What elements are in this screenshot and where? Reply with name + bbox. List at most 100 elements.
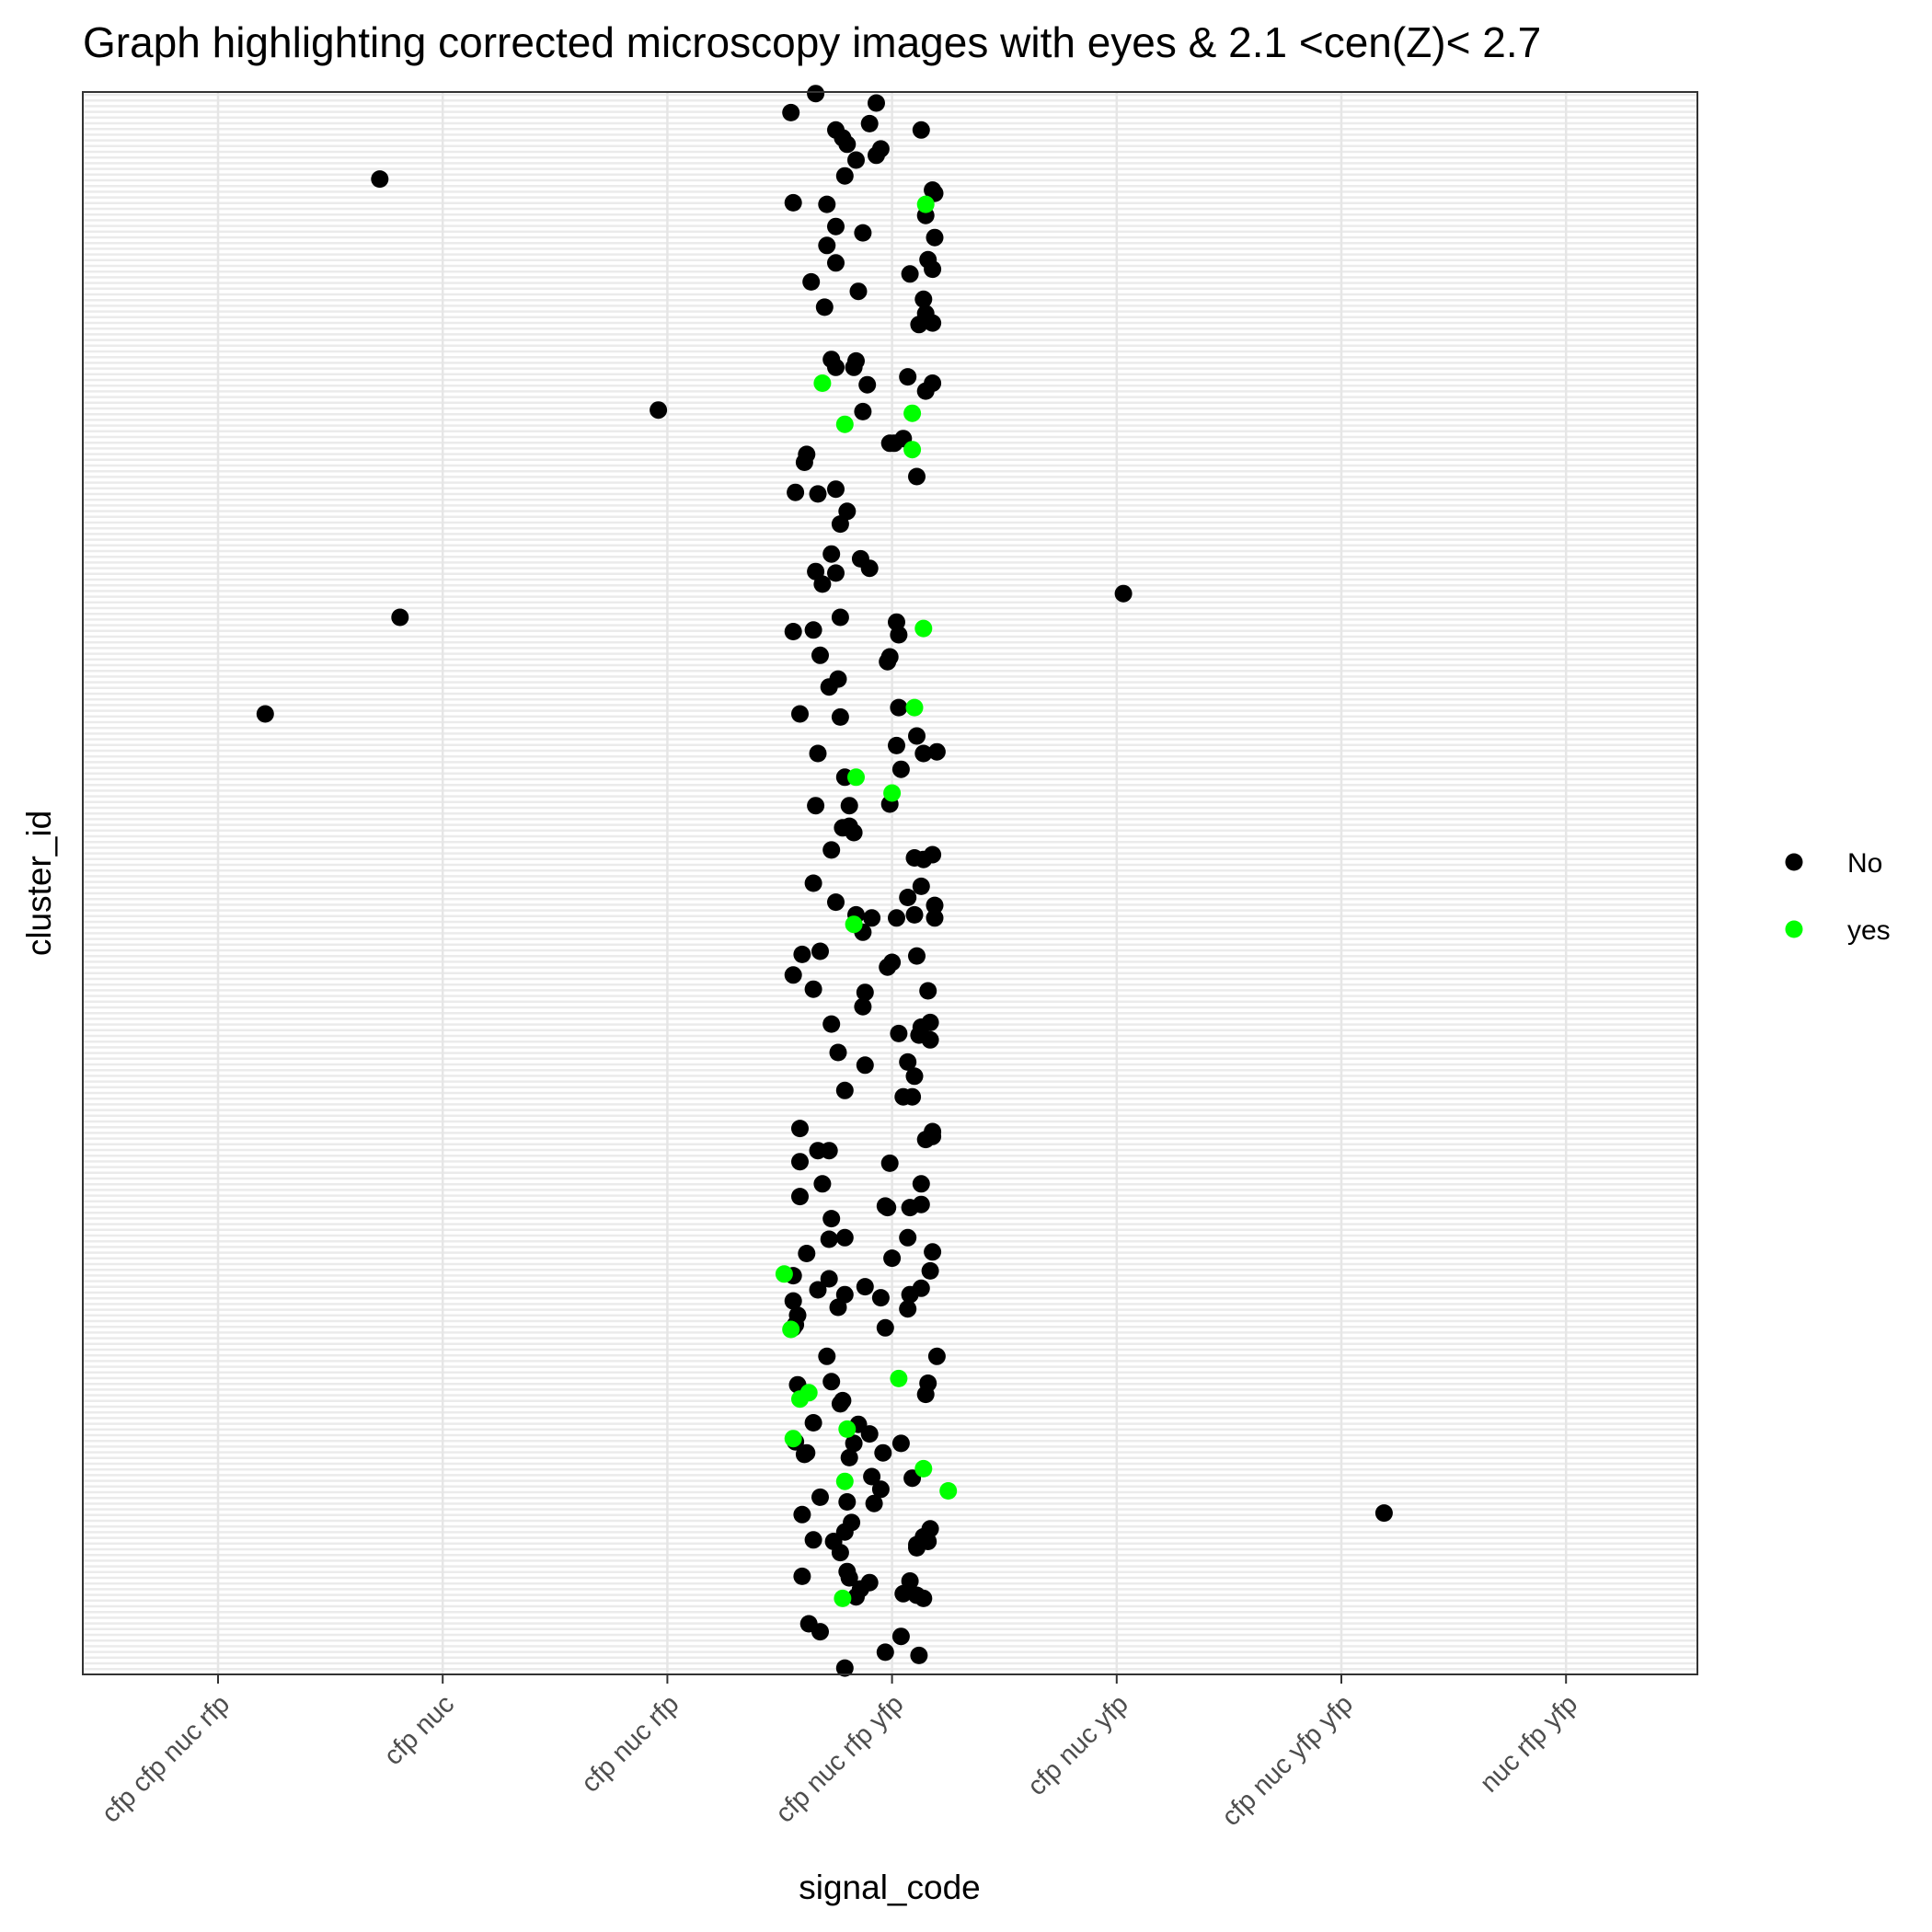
x-tick-label: cfp nuc rfp [576, 1689, 684, 1798]
point-no [926, 228, 944, 247]
point-no [782, 103, 800, 121]
point-yes [903, 404, 922, 422]
point-no [865, 1494, 883, 1512]
point-no [849, 282, 868, 301]
point-no [871, 1480, 890, 1499]
point-no [818, 1347, 836, 1365]
x-axis-tick-labels: cfp cfp nuc rfp cfp nuc cfp nuc rfp cfp nuc… [97, 1689, 1584, 1832]
point-no [868, 146, 885, 165]
point-no [820, 1230, 838, 1248]
point-no [829, 1298, 847, 1317]
point-no [827, 217, 845, 236]
point-no [1374, 1504, 1393, 1523]
point-no [890, 1024, 908, 1042]
point-no [831, 608, 849, 627]
point-no [391, 608, 409, 627]
point-no [891, 1434, 910, 1453]
point-no [891, 1627, 910, 1646]
legend: No yes [1785, 848, 1891, 946]
point-no [880, 648, 899, 666]
point-no [890, 698, 908, 717]
point-no [879, 1199, 897, 1217]
point-no [838, 1493, 857, 1511]
point-no [840, 797, 858, 815]
point-no [924, 374, 942, 392]
point-yes [813, 374, 832, 392]
point-no [899, 889, 917, 906]
point-no [784, 966, 802, 984]
point-no [916, 1386, 935, 1404]
point-no [831, 515, 849, 534]
point-no [876, 1318, 894, 1337]
point-no [860, 1573, 879, 1592]
point-no [834, 129, 852, 147]
point-no [914, 290, 933, 308]
point-no [811, 1488, 829, 1506]
legend-label: yes [1847, 915, 1891, 946]
point-no [822, 545, 841, 563]
point-no [860, 559, 879, 578]
x-tick-label: cfp nuc [378, 1689, 460, 1771]
point-no [924, 845, 942, 864]
point-no [908, 947, 926, 965]
point-no [802, 272, 821, 291]
x-tick-label: cfp nuc rfp yfp [770, 1689, 909, 1828]
point-no [856, 1056, 874, 1075]
y-axis-title: cluster_id [20, 811, 58, 956]
point-no [860, 1425, 879, 1443]
point-no [847, 151, 865, 169]
point-no [804, 980, 822, 998]
point-no [818, 236, 836, 255]
point-no [809, 1142, 827, 1160]
point-no [899, 368, 917, 386]
point-yes [914, 619, 933, 638]
point-no [914, 744, 933, 763]
point-yes [835, 415, 854, 433]
x-tick-label: cfp cfp nuc rfp [97, 1689, 236, 1828]
point-no [827, 564, 845, 582]
point-no [787, 483, 805, 501]
point-no [807, 797, 825, 815]
point-no [914, 1589, 933, 1607]
point-no [888, 909, 905, 927]
point-no [813, 575, 832, 593]
point-no [809, 485, 827, 503]
point-no [795, 1445, 813, 1464]
point-no [818, 195, 836, 213]
x-axis-title: signal_code [799, 1869, 980, 1906]
point-yes [916, 195, 935, 213]
point-no [880, 434, 899, 453]
data-points [256, 85, 1393, 1677]
point-no [919, 1533, 937, 1550]
point-no [926, 909, 944, 927]
point-no [840, 1569, 858, 1587]
point-no [868, 94, 885, 112]
point-no [863, 909, 881, 927]
point-no [813, 1175, 832, 1193]
point-no [827, 358, 845, 376]
point-no [650, 401, 668, 420]
point-no [905, 849, 924, 867]
point-yes [847, 768, 865, 787]
point-no [901, 1199, 919, 1217]
point-no [879, 958, 897, 976]
point-no [804, 1414, 822, 1432]
point-no [834, 1391, 852, 1409]
point-no [924, 314, 942, 332]
point-no [924, 260, 942, 279]
plot-panel [82, 85, 1698, 1677]
point-yes [835, 1472, 854, 1490]
point-no [924, 1122, 942, 1141]
point-no [856, 983, 874, 1002]
point-no [880, 1154, 899, 1172]
point-no [858, 375, 877, 394]
point-no [831, 707, 849, 726]
point-no [807, 85, 825, 103]
point-no [811, 1623, 829, 1641]
point-no [784, 1292, 802, 1310]
point-no [820, 678, 838, 696]
point-no [863, 1467, 881, 1486]
point-no [831, 1544, 849, 1562]
point-no [822, 1015, 841, 1033]
